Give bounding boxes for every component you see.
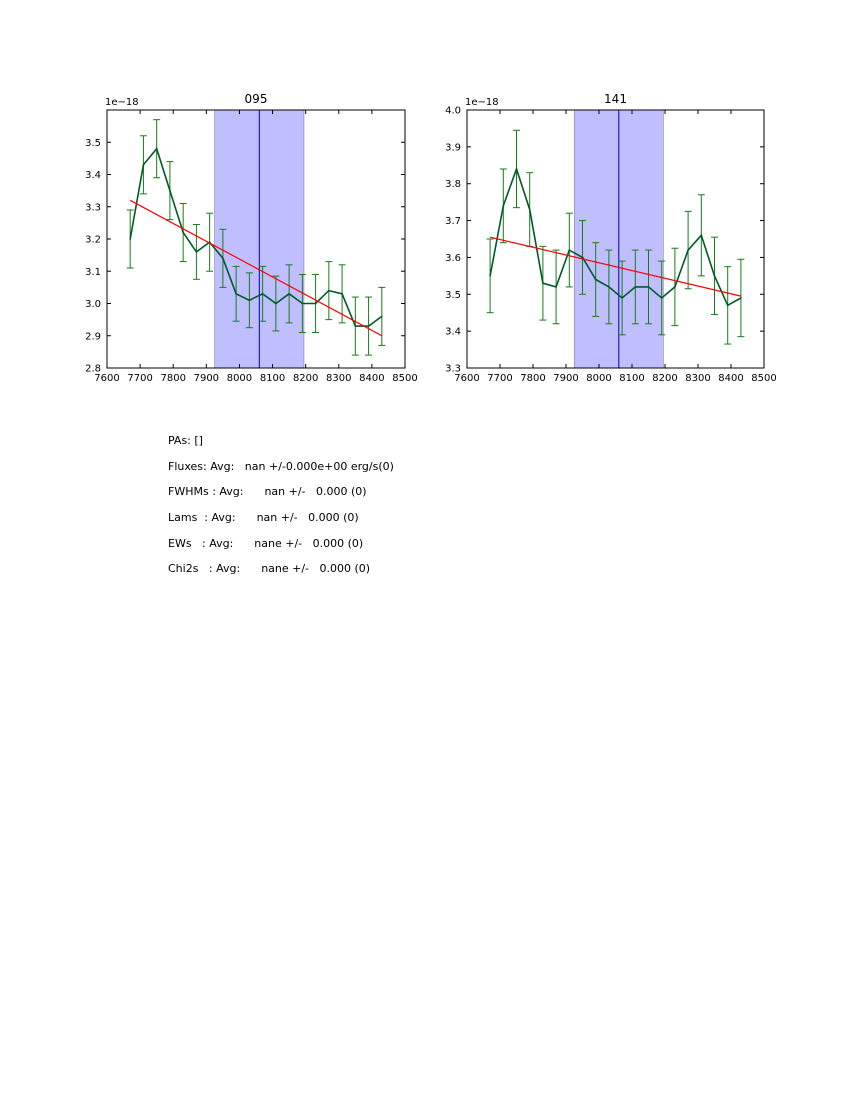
data-point <box>634 286 637 288</box>
data-point <box>155 147 158 150</box>
x-tick-label: 8500 <box>392 373 417 384</box>
x-tick-label: 8100 <box>619 373 644 384</box>
data-point <box>195 251 198 253</box>
summary-ews: EWs : Avg: nane +/- 0.000 (0) <box>168 536 364 550</box>
data-point <box>142 164 145 166</box>
data-point <box>248 299 251 302</box>
x-tick-label: 8100 <box>260 373 285 384</box>
data-point <box>542 282 544 285</box>
fit-line <box>489 236 742 297</box>
y-tick-label: 3.5 <box>445 290 461 301</box>
x-tick-label: 8000 <box>227 373 252 384</box>
data-point <box>674 286 676 288</box>
summary-lams: Lams : Avg: nan +/- 0.000 (0) <box>168 511 359 525</box>
x-tick-label: 7900 <box>553 373 578 384</box>
summary-pas: PAs: [] <box>168 434 203 447</box>
data-point <box>568 249 571 251</box>
data-point <box>261 293 264 295</box>
data-point <box>381 315 383 318</box>
data-point <box>700 234 703 237</box>
data-point <box>301 302 304 305</box>
data-point <box>528 208 531 211</box>
data-point <box>581 256 584 259</box>
data-point <box>647 286 650 288</box>
data-point <box>608 286 610 288</box>
x-tick-label: 8000 <box>586 373 611 384</box>
data-point <box>687 249 689 251</box>
data-point <box>288 293 290 295</box>
chart-panel-095: 7600 7700 7800 7900 8000 8100 8200 8300 8400 8500… <box>85 92 418 384</box>
x-tick-label: 8400 <box>359 373 384 384</box>
data-point <box>129 238 131 240</box>
data-point <box>222 257 224 260</box>
y-tick-label: 4.0 <box>445 106 461 117</box>
fit-line <box>129 199 383 337</box>
data-point <box>314 302 317 305</box>
axes-frame <box>466 109 765 369</box>
chart-panel-141: 7600 7700 7800 7900 8000 8100 8200 8300 8400 8500… <box>445 92 777 384</box>
chart-title: 141 <box>604 92 627 106</box>
data-point <box>328 289 330 292</box>
x-tick-label: 8400 <box>718 373 743 384</box>
x-tick-label: 8500 <box>751 373 776 384</box>
x-tick-label: 7800 <box>160 373 185 384</box>
y-tick-label: 3.9 <box>445 142 461 153</box>
data-point <box>502 205 505 207</box>
x-tick-label: 7700 <box>127 373 152 384</box>
chart-title: 095 <box>245 92 268 106</box>
x-tick-label: 7600 <box>454 373 479 384</box>
x-tick-label: 8200 <box>652 373 677 384</box>
y-tick-label: 3.8 <box>445 179 461 190</box>
y-tick-label: 3.3 <box>445 364 461 375</box>
y-tick-label: 3.4 <box>85 170 101 181</box>
summary-fwhms: FWHMs : Avg: nan +/- 0.000 (0) <box>168 485 367 499</box>
fit-summary: PAs: [] Fluxes: Avg: nan +/-0.000e+00 er… <box>168 434 394 588</box>
y-tick-label: 3.2 <box>85 235 101 246</box>
data-line <box>489 166 742 307</box>
axis-offset-label: 1e−18 <box>465 97 499 108</box>
data-point <box>182 231 184 234</box>
y-tick-label: 3.4 <box>445 327 461 338</box>
y-tick-label: 2.8 <box>85 364 101 375</box>
data-point <box>515 168 518 170</box>
y-tick-label: 3.5 <box>85 138 101 149</box>
y-tick-label: 3.7 <box>445 216 461 227</box>
y-tick-label: 2.9 <box>85 331 101 342</box>
data-point <box>594 278 597 281</box>
data-point <box>341 293 343 295</box>
data-point <box>235 293 237 295</box>
y-tick-label: 3.6 <box>445 253 461 264</box>
x-tick-label: 7900 <box>194 373 219 384</box>
data-point <box>660 297 663 299</box>
data-line <box>129 147 383 327</box>
x-tick-label: 8200 <box>293 373 318 384</box>
data-point <box>713 275 716 277</box>
data-point <box>169 189 171 192</box>
x-tick-label: 7800 <box>520 373 545 384</box>
x-tick-label: 8300 <box>685 373 710 384</box>
axis-offset-label: 1e−18 <box>105 97 139 108</box>
summary-fluxes: Fluxes: Avg: nan +/-0.000e+00 erg/s(0) <box>168 459 394 473</box>
data-point <box>354 325 357 327</box>
y-tick-label: 3.0 <box>85 299 101 310</box>
x-tick-label: 8300 <box>326 373 351 384</box>
data-point <box>555 286 557 288</box>
y-tick-label: 3.1 <box>85 267 101 278</box>
data-point <box>740 297 742 299</box>
summary-chi2s: Chi2s : Avg: nane +/- 0.000 (0) <box>168 562 371 576</box>
data-point <box>367 325 370 327</box>
x-tick-label: 7700 <box>487 373 512 384</box>
data-point <box>275 302 277 305</box>
data-point <box>621 297 623 299</box>
data-point <box>489 275 491 277</box>
x-tick-label: 7600 <box>94 373 119 384</box>
data-point <box>726 304 729 307</box>
y-tick-label: 3.3 <box>85 202 101 213</box>
